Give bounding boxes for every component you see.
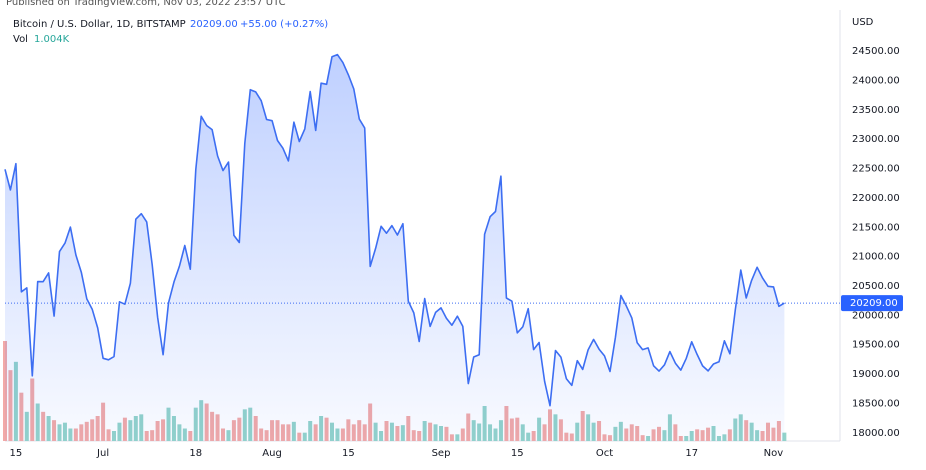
y-tick-label: 21500.00 (852, 222, 900, 233)
x-tick-label: Aug (262, 448, 282, 459)
x-tick-label: Nov (764, 448, 784, 459)
y-tick-label: 24500.00 (852, 46, 900, 57)
price-line (4, 53, 785, 407)
volume-last: 1.004K (34, 34, 70, 45)
area-fill (5, 54, 785, 441)
x-tick-label: 17 (685, 448, 698, 459)
y-tick-label: 22000.00 (852, 193, 900, 204)
x-tick-label: Oct (596, 448, 613, 459)
y-tick-label: 19000.00 (852, 369, 900, 380)
x-tick-label: Sep (432, 448, 451, 459)
y-tick-label: 21000.00 (852, 252, 900, 263)
x-tick-label: Jul (96, 448, 109, 459)
symbol: Bitcoin / U.S. Dollar, 1D, BITSTAMP (13, 19, 186, 30)
y-tick-label: 18000.00 (852, 428, 900, 439)
y-tick-label: 22500.00 (852, 164, 900, 175)
x-tick-label: 15 (342, 448, 355, 459)
y-tick-label: 23500.00 (852, 105, 900, 116)
x-tick-label: 15 (10, 448, 23, 459)
plot (3, 53, 840, 441)
y-tick-label: 20500.00 (852, 281, 900, 292)
x-tick-label: 15 (511, 448, 524, 459)
volume-name: Vol (13, 34, 28, 45)
x-tick-label: 18 (189, 448, 202, 459)
y-tick-label: 18500.00 (852, 398, 900, 409)
published-note: Published on TradingView.com, Nov 03, 20… (6, 0, 286, 8)
y-tick-label: 19500.00 (852, 340, 900, 351)
price-change: +55.00 (+0.27%) (240, 19, 328, 30)
price-unit: USD (852, 17, 874, 28)
y-tick-label: 23000.00 (852, 134, 900, 145)
last-price-label: 20209.00 (850, 298, 898, 309)
last-price-box (841, 295, 903, 312)
y-tick-label: 24000.00 (852, 75, 900, 86)
y-tick-label: 20000.00 (852, 310, 900, 321)
last-price: 20209.00 (190, 19, 238, 30)
